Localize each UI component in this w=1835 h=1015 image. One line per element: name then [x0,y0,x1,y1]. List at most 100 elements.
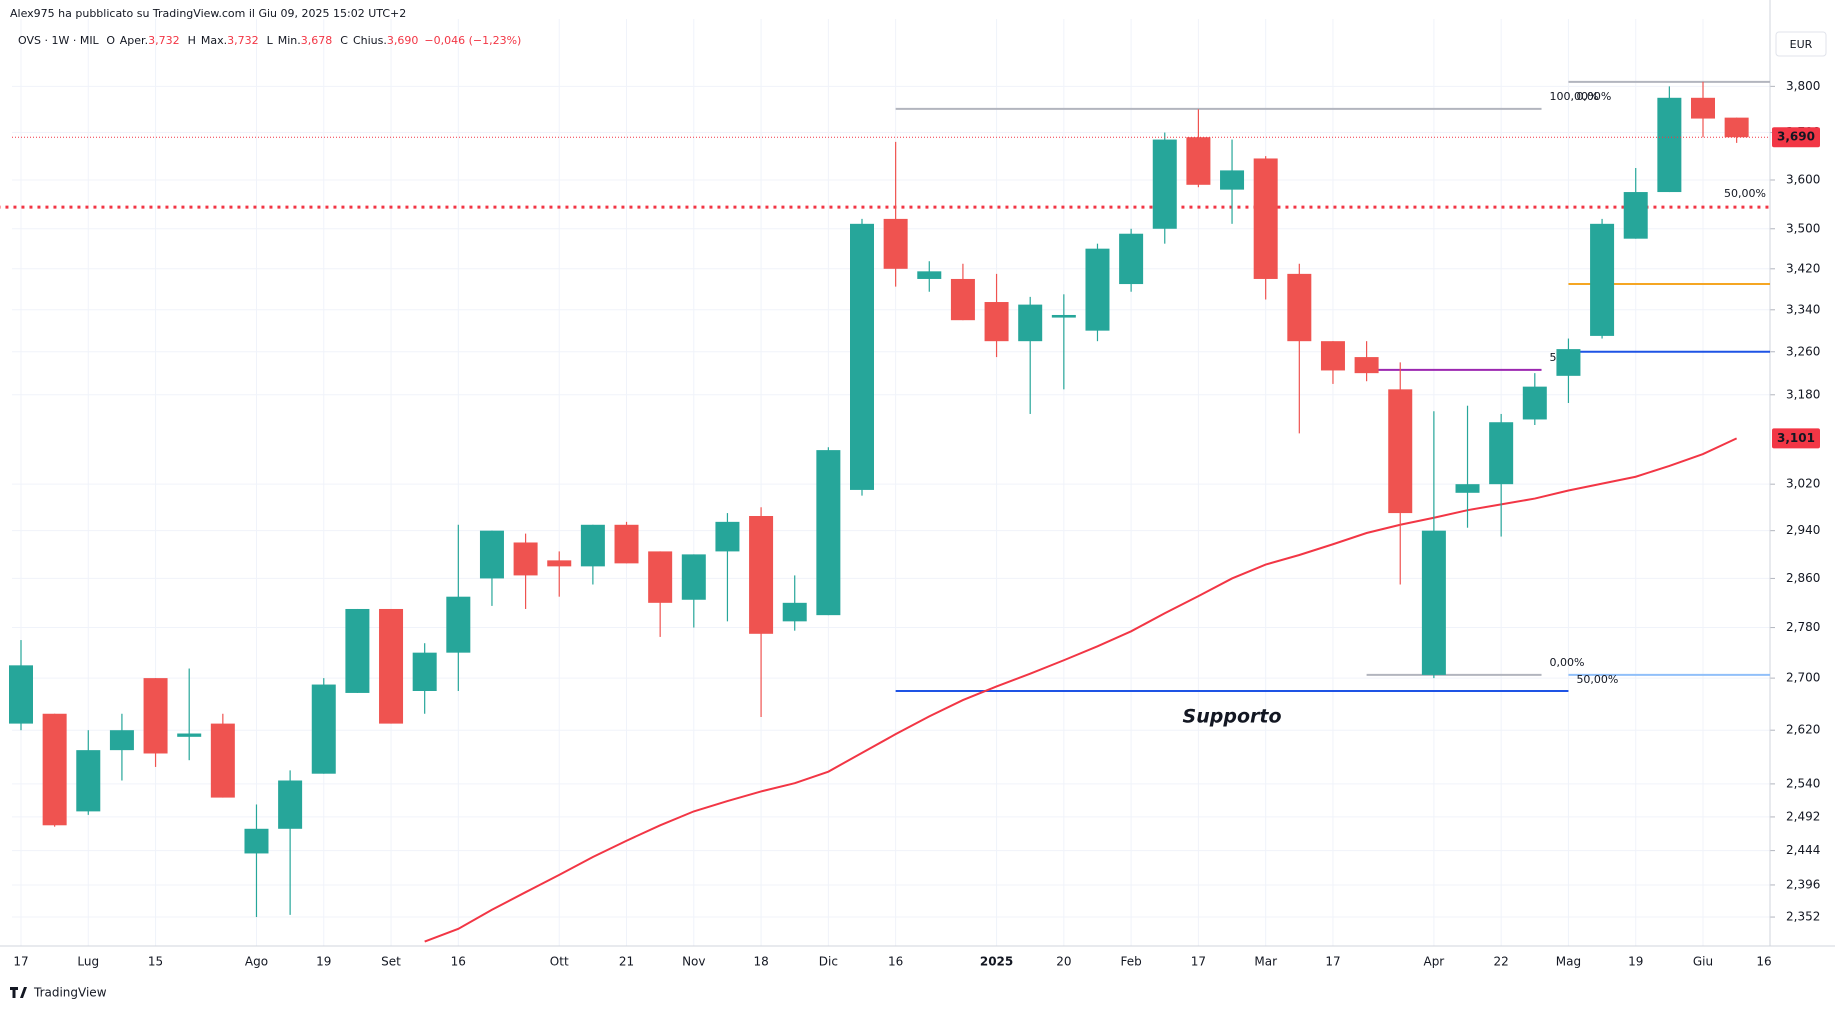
candle-body [749,516,774,634]
candle-body [345,608,370,693]
candle-body [177,733,202,737]
candle-body [379,608,404,724]
y-tick-label: 2,620 [1786,723,1820,737]
x-tick-label: 17 [1191,955,1206,969]
y-tick-label: 3,340 [1786,302,1820,316]
level-label: 0,00% [1576,90,1611,103]
candle-body [9,665,33,724]
x-tick-label: Mag [1556,955,1581,969]
legend-item: H [188,34,196,47]
x-tick-label: Ago [245,955,268,969]
candle-body [1590,223,1615,336]
candle-body [547,560,572,567]
level-label: Supporto [1183,705,1282,727]
candle-body [1421,530,1446,675]
legend-item: L [267,34,274,47]
candle-body [1556,349,1581,376]
y-tick-label: 2,780 [1786,620,1820,634]
candle-body [850,223,874,490]
x-tick-label: 17 [1325,955,1340,969]
candle-body [278,780,303,829]
y-tick-label: 2,492 [1786,809,1820,823]
y-tick-label: 2,444 [1786,843,1820,857]
candle-body [1522,386,1547,420]
x-tick-label: Set [381,955,401,969]
footer-brand: TradingView [33,986,107,1000]
legend: OVS · 1W · MIL O Aper.3,732 H Max.3,732 L Min.… [18,34,521,47]
ma-line [424,437,1738,943]
level-label: 0,00% [1550,656,1585,669]
y-tick-label: 2,700 [1786,671,1820,685]
candle-body [412,652,437,691]
currency-box [1775,31,1827,57]
candle-body [950,278,975,321]
legend-item: OVS · 1W · MIL [18,34,100,47]
x-tick-label: 21 [619,955,634,969]
legend-item: Min. [278,34,301,47]
candle-body [1623,192,1648,239]
footer-logo [10,987,27,998]
candle-body [1186,137,1211,185]
y-tick-label: 3,420 [1786,261,1820,275]
legend-item: 3,732 [148,34,180,47]
y-tick-label: 2,352 [1786,910,1820,924]
candle-body [446,596,471,653]
candle-body [1051,314,1076,318]
candle-body [1152,139,1177,229]
candle-body [1119,233,1144,285]
candle-body [614,524,639,564]
y-tick-label: 2,940 [1786,523,1820,537]
candle-body [1018,304,1043,342]
candle-body [648,551,673,603]
y-tick-label: 3,180 [1786,387,1820,401]
x-tick-label: 20 [1056,955,1071,969]
candle-body [143,678,168,754]
currency: EUR [1790,38,1813,51]
candle-body [1320,341,1345,371]
legend-item: 3,690 [387,34,419,47]
y-tick-label: 3,260 [1786,344,1820,358]
y-tick-label: 2,860 [1786,571,1820,585]
x-tick-label: Mar [1254,955,1277,969]
legend-item: Aper. [120,34,148,47]
y-tick-label: 2,540 [1786,776,1820,790]
candle-body [681,554,706,600]
candle-body [42,713,67,826]
candle-body [1724,117,1749,138]
candle-body [479,530,504,579]
x-tick-label: 19 [316,955,331,969]
price-tag [1772,428,1820,449]
x-tick-label: 19 [1628,955,1643,969]
level-label: 50,00% [1724,187,1766,200]
x-tick-label: 16 [451,955,466,969]
price-tag-label: 3,101 [1777,431,1815,445]
candle-body [244,828,269,854]
legend-item: 3,678 [301,34,333,47]
candle-body [311,684,336,774]
y-tick-label: 3,800 [1786,79,1820,93]
x-tick-label: 16 [1756,955,1771,969]
x-tick-label: Apr [1423,955,1444,969]
y-tick-label: 3,020 [1786,477,1820,491]
legend-item: C [340,34,348,47]
x-tick-label: Ott [550,955,569,969]
y-tick-label: 3,600 [1786,172,1820,186]
x-tick-label: 2025 [980,955,1013,969]
candle-body [917,271,942,279]
price-tag-label: 3,690 [1777,130,1815,144]
candle-body [1253,158,1278,279]
candle-body [984,302,1009,342]
candle-body [1085,248,1110,331]
candle-body [883,218,908,269]
candle-body [715,521,740,552]
legend-item: Chius. [353,34,387,47]
candle-body [1287,273,1312,342]
legend-item: −0,046 (−1,23%) [424,34,521,47]
x-tick-label: Nov [682,955,705,969]
y-tick-label: 3,500 [1786,221,1820,235]
candle-body [109,730,134,751]
candle-body [513,542,538,576]
x-tick-label: 18 [753,955,768,969]
